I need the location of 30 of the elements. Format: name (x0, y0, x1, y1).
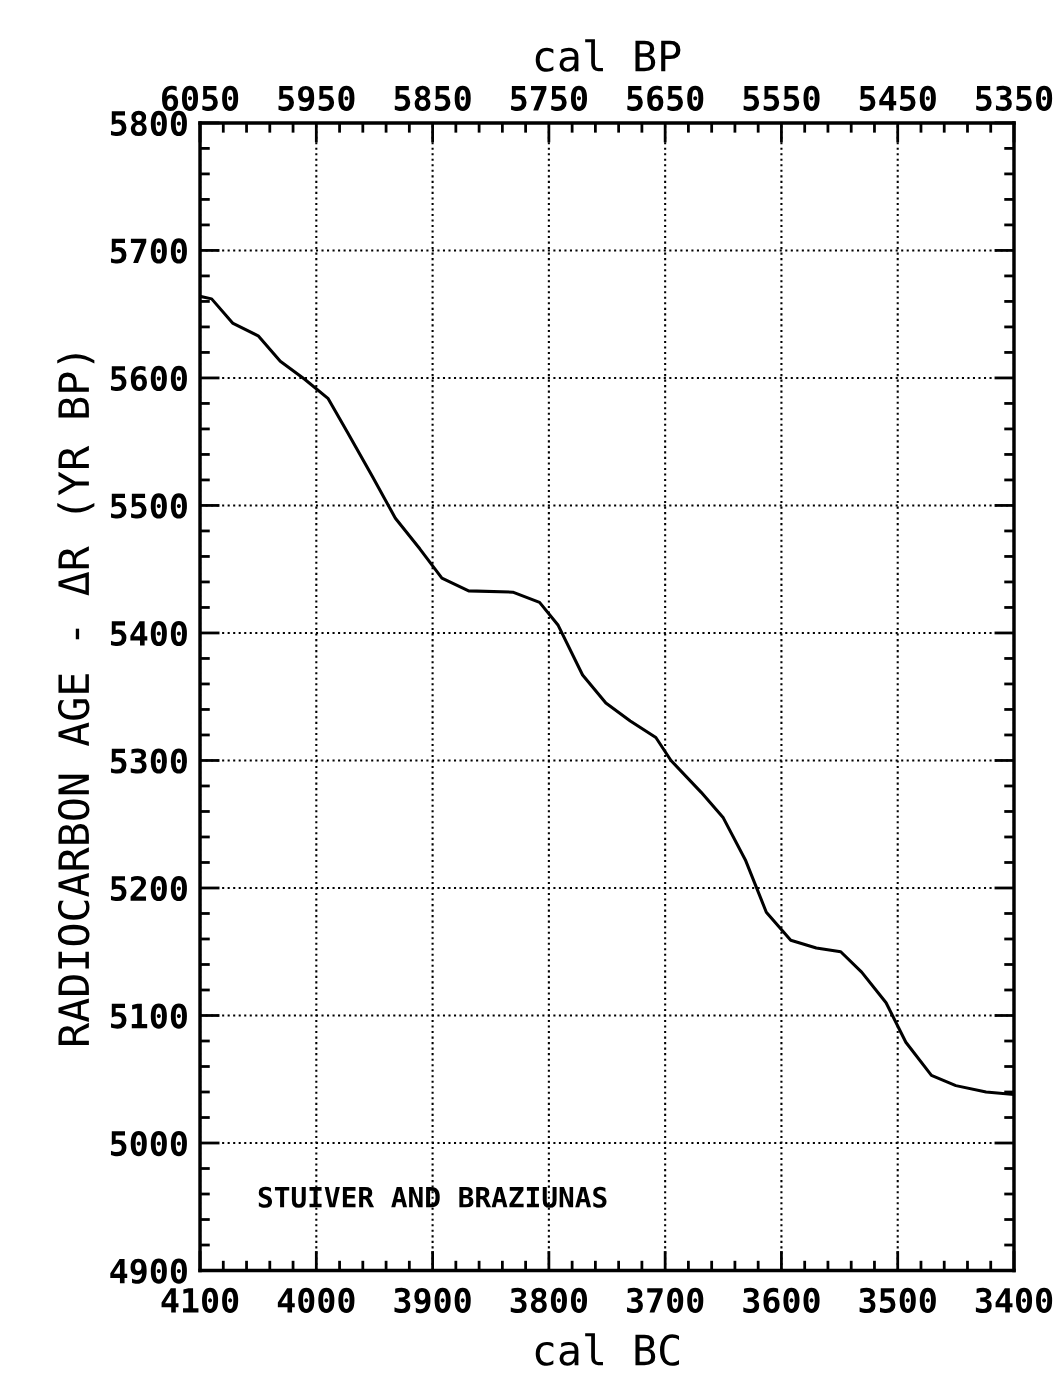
x2-tick-label: 5750 (511, 85, 588, 111)
x2-tick-label: 5650 (627, 85, 704, 111)
y-tick-label: 5400 (110, 620, 187, 647)
y-axis-title: RADIOCARBON AGE - ΔR (YR BP) (57, 354, 95, 1045)
y-tick-label: 4900 (110, 1258, 187, 1284)
y-tick-label: 5000 (110, 1130, 187, 1157)
x2-tick-label: 5350 (976, 85, 1053, 111)
y-tick-label: 5200 (110, 875, 187, 902)
y-tick-label: 5500 (110, 493, 187, 519)
x-tick-label: 3700 (627, 1287, 704, 1313)
y-tick-label: 5300 (110, 748, 187, 774)
y-tick-label: 5700 (110, 238, 187, 264)
x-tick-label: 3800 (510, 1287, 588, 1313)
x2-tick-label: 5450 (859, 85, 936, 111)
x-axis-title: cal BC (535, 1333, 680, 1366)
x2-tick-label: 5550 (743, 85, 820, 111)
x2-axis-title: cal BP (535, 39, 681, 72)
y-tick-label: 5800 (110, 110, 187, 137)
x-tick-label: 3500 (859, 1287, 936, 1313)
annotation: STUIVER AND BRAZIUNAS (258, 1186, 607, 1208)
x-tick-label: 3400 (975, 1287, 1053, 1313)
x2-tick-label: 6050 (162, 85, 239, 111)
y-tick-label: 5600 (110, 365, 187, 392)
x-tick-label: 4000 (277, 1287, 355, 1313)
x2-tick-label: 5850 (394, 85, 471, 111)
x2-tick-label: 5950 (278, 85, 355, 112)
x-tick-label: 3900 (394, 1287, 471, 1314)
x-tick-label: 4100 (161, 1287, 239, 1313)
x-tick-label: 3600 (743, 1287, 820, 1314)
y-tick-label: 5100 (110, 1003, 187, 1029)
